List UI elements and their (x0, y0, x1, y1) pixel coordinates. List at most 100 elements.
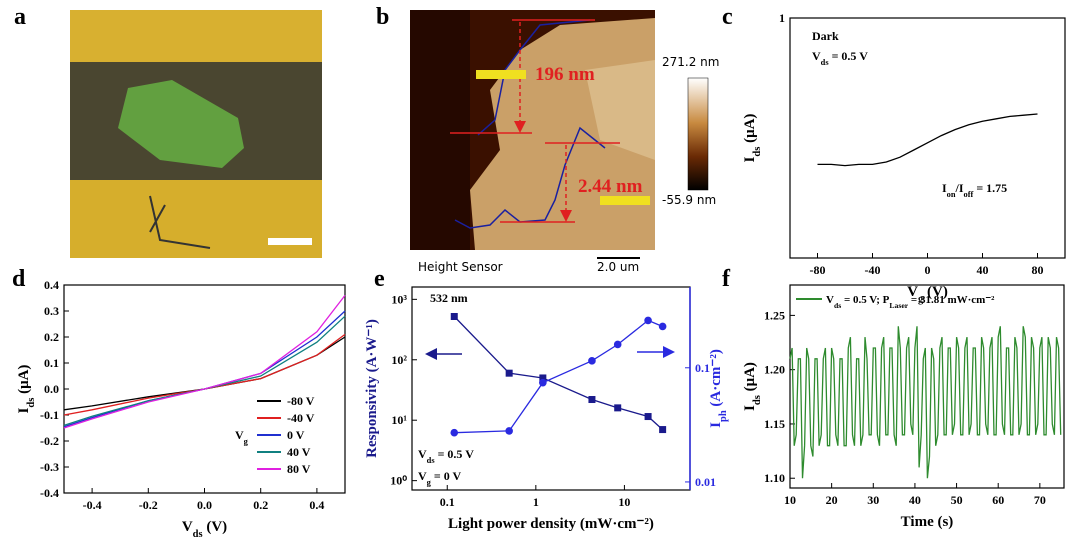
annotation-part: ds (821, 58, 830, 67)
height-label: 2.44 nm (578, 176, 643, 197)
legend-label-part: V (826, 294, 834, 306)
x-axis-label: Vg (V) (907, 284, 948, 305)
x-tick-label: 20 (826, 493, 838, 507)
x-tick-label: -0.2 (139, 498, 158, 512)
x-axis-label-part: g (918, 294, 924, 305)
y2-axis-label-part: (A·cm⁻²) (708, 349, 724, 410)
annotation-part: V (418, 469, 427, 483)
annotation-part: = 1.75 (973, 181, 1007, 195)
marker (505, 427, 513, 435)
legend-label-part: = 31.81 mW·cm⁻² (908, 294, 995, 306)
marker (644, 316, 652, 325)
data-line (63, 315, 346, 427)
marker (588, 357, 596, 365)
marker (588, 396, 596, 404)
data-line (817, 113, 1038, 167)
data-line (63, 295, 346, 429)
annotation-part: /I (955, 181, 964, 195)
x-axis-label: Time (s) (901, 514, 954, 530)
annotation-part: off (964, 190, 974, 199)
marker (450, 428, 459, 437)
annotation-part: on (947, 190, 956, 199)
x-tick-label: 10 (618, 495, 630, 509)
x-tick-label: 0 (925, 263, 931, 277)
height-label: 196 nm (535, 64, 595, 85)
x-tick-label: 80 (1032, 263, 1044, 277)
colorbar-label: -55.9 nm (662, 193, 716, 207)
annotation-part: ds (427, 456, 436, 465)
y-axis-label: Ids (μA) (742, 114, 763, 163)
y-tick-label: 1.25 (764, 308, 785, 322)
x-tick-label: 10 (784, 493, 796, 507)
marker (539, 378, 547, 387)
x-axis-label-part: ds (193, 529, 203, 540)
y-tick-label: 0.1 (44, 356, 59, 370)
x-axis-label-part: (V) (923, 284, 948, 300)
x-axis-label-part: (V) (203, 519, 228, 535)
x-axis-label: Vds (V) (182, 519, 227, 540)
annotation-part: = 0.5 V (829, 49, 869, 63)
y-axis-label-part: (μA) (16, 365, 32, 398)
panel-label: c (722, 4, 733, 30)
y-tick-label: 1.20 (764, 363, 785, 377)
data-line (454, 319, 663, 434)
y-tick-label: -0.2 (40, 434, 59, 448)
legend-label: 80 V (287, 462, 311, 476)
annotation-part: V (418, 447, 427, 461)
legend-label: -40 V (287, 411, 315, 425)
x-tick-label: -0.4 (83, 498, 102, 512)
x-tick-label: 50 (951, 493, 963, 507)
y-tick-label: 0.0 (44, 382, 59, 396)
y-axis-label: Ids (μA) (742, 362, 763, 411)
legend-title: Vg (235, 428, 249, 446)
x-tick-label: -80 (810, 263, 826, 277)
marker (659, 426, 667, 434)
panel-label: b (376, 4, 389, 30)
y-axis-label-part: I (16, 407, 32, 413)
plot-frame (789, 284, 1065, 489)
legend-label-part: = 0.5 V; P (841, 294, 889, 306)
marker (505, 369, 513, 377)
legend-label: Vds = 0.5 V; PLaser = 31.81 mW·cm⁻² (826, 294, 995, 310)
panel-label: f (722, 266, 731, 292)
y2-axis-label-part: ph (718, 410, 729, 422)
annotation-part: g (427, 478, 432, 487)
annotation: Vds = 0.5 V (418, 447, 474, 465)
y-tick-label: 0.3 (44, 304, 59, 318)
marker (658, 322, 667, 331)
y-tick-label: 10¹ (391, 413, 407, 427)
x-tick-label: 1 (533, 495, 539, 509)
x-tick-label: -40 (865, 263, 881, 277)
colorbar-label: 271.2 nm (662, 55, 719, 69)
y-tick-label: 10³ (391, 292, 407, 306)
y-tick-label: 0.4 (44, 278, 59, 292)
marker (613, 340, 622, 349)
y-axis-label-part: I (742, 156, 758, 162)
x-tick-label: 60 (992, 493, 1004, 507)
y2-tick-label: 0.01 (695, 475, 716, 489)
annotation: Dark (812, 29, 839, 43)
legend-title-part: g (244, 437, 249, 446)
marker (614, 404, 622, 412)
data-line (789, 326, 1062, 479)
x-axis-label-part: V (907, 284, 918, 300)
panel-label: a (14, 4, 26, 30)
y2-axis-label: Iph (A·cm⁻²) (708, 349, 729, 428)
y-tick-label: 1.15 (764, 417, 785, 431)
y-axis-label: Ids (μA) (16, 365, 37, 414)
marker (644, 413, 652, 421)
y-axis-label-part: ds (752, 147, 763, 157)
annotation-part: I (942, 181, 947, 195)
data-line (63, 310, 346, 428)
y-axis-label-part: (μA) (742, 114, 758, 147)
y-axis-label-part: I (742, 405, 758, 411)
x-tick-label: 0.4 (309, 498, 324, 512)
y-tick-label: 0.2 (44, 330, 59, 344)
annotation-part: = 0.5 V (435, 447, 475, 461)
annotation: Vg = 0 V (418, 469, 461, 487)
legend-label: -80 V (287, 394, 315, 408)
y-tick-label: -0.4 (40, 486, 59, 500)
legend-label: 40 V (287, 445, 311, 459)
scale-bar-label: 2.0 um (597, 260, 639, 274)
